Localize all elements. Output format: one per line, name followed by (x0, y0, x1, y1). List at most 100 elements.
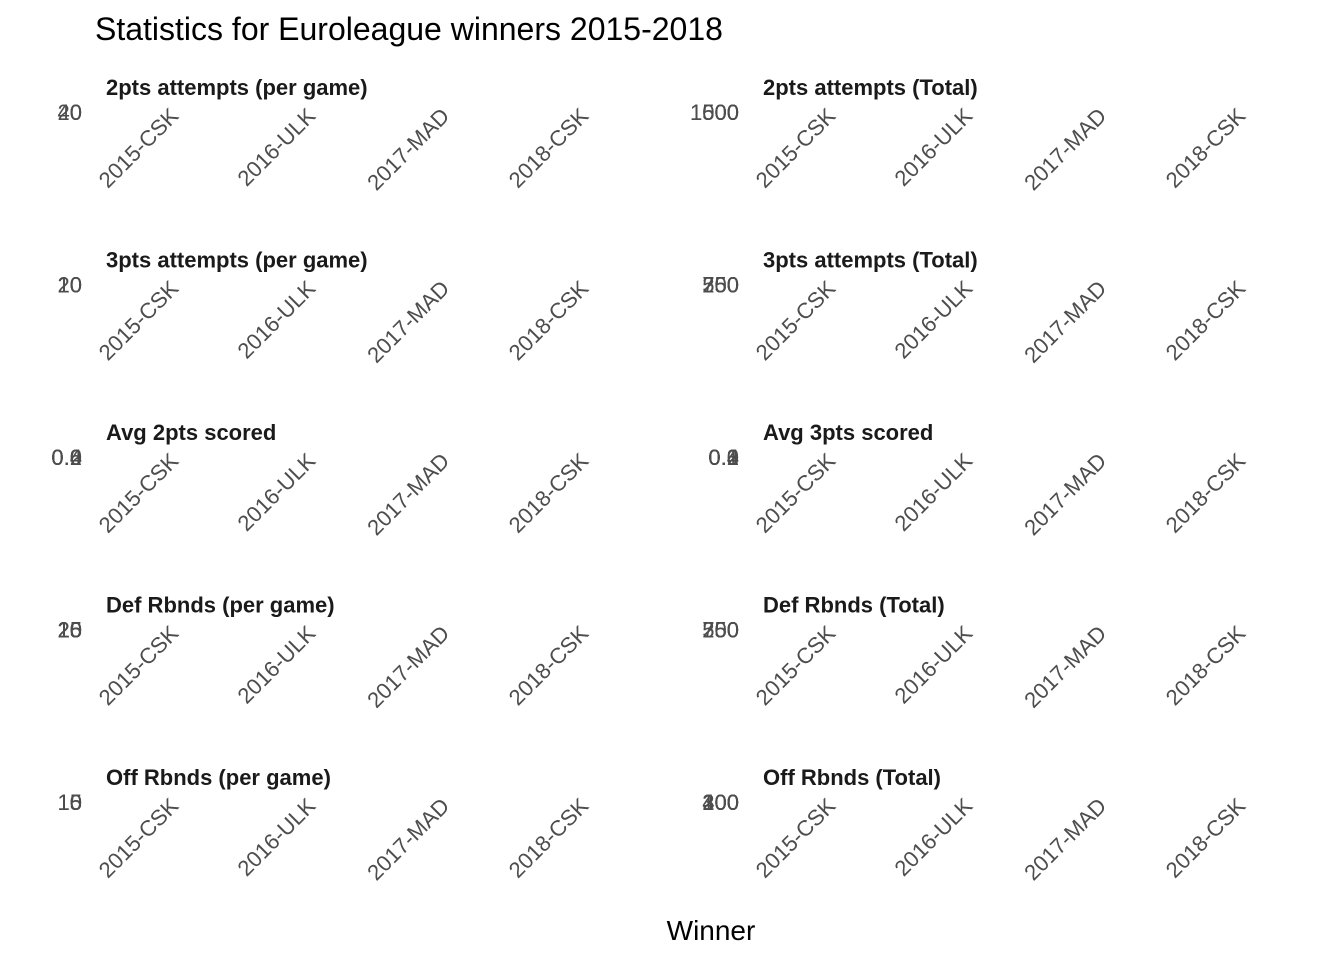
y-tick-label: 0.0 (708, 445, 739, 470)
x-tick-label: 2016-ULK (232, 275, 320, 363)
y-tick-label: 20 (58, 273, 82, 298)
x-tick-label: 2017-MAD (362, 276, 454, 368)
chart-title: Statistics for Euroleague winners 2015-2… (95, 11, 723, 47)
x-tick-label: 2017-MAD (362, 103, 454, 195)
y-tick-label: 0 (70, 790, 82, 815)
panel-title: Off Rbnds (per game) (106, 765, 331, 790)
y-tick-label: 0 (727, 273, 739, 298)
x-tick-label: 2017-MAD (1019, 793, 1111, 885)
y-tick-label: 10 (58, 273, 82, 298)
x-tick-label: 2015-CSK (751, 620, 841, 710)
x-tick-label: 2017-MAD (362, 621, 454, 713)
panel-title: Avg 3pts scored (763, 420, 933, 445)
y-tick-label: 15 (58, 790, 82, 815)
x-tick-label: 2016-ULK (889, 103, 977, 191)
y-tick-label: 40 (58, 100, 82, 125)
x-tick-label: 2017-MAD (1019, 448, 1111, 540)
y-tick-label: 5 (70, 790, 82, 815)
x-tick-label: 2018-CSK (1161, 793, 1251, 883)
x-tick-label: 2016-ULK (889, 793, 977, 881)
x-tick-label: 2016-ULK (232, 620, 320, 708)
y-tick-label: 0 (70, 273, 82, 298)
y-tick-label: 0 (727, 618, 739, 643)
panel-title: Avg 2pts scored (106, 420, 276, 445)
x-tick-label: 2016-ULK (232, 793, 320, 881)
x-axis-label: Winner (667, 915, 756, 946)
x-tick-label: 2016-ULK (889, 448, 977, 536)
y-tick-label: 20 (58, 618, 82, 643)
x-tick-label: 2018-CSK (1161, 620, 1251, 710)
y-tick-label: 400 (702, 790, 739, 815)
y-tick-label: 500 (702, 618, 739, 643)
y-tick-label: 250 (702, 273, 739, 298)
y-tick-label: 300 (702, 790, 739, 815)
y-tick-label: 20 (58, 100, 82, 125)
x-tick-label: 2016-ULK (889, 275, 977, 363)
x-tick-label: 2018-CSK (1161, 448, 1251, 538)
x-tick-label: 2015-CSK (751, 448, 841, 538)
x-tick-label: 2015-CSK (751, 793, 841, 883)
y-tick-label: 100 (702, 790, 739, 815)
x-tick-label: 2017-MAD (1019, 621, 1111, 713)
panel-title: Def Rbnds (Total) (763, 593, 945, 618)
y-tick-label: 500 (702, 273, 739, 298)
x-tick-label: 2017-MAD (1019, 276, 1111, 368)
x-tick-label: 2015-CSK (751, 103, 841, 193)
x-tick-label: 2015-CSK (94, 275, 184, 365)
y-tick-label: 15 (58, 618, 82, 643)
panel-title: 3pts attempts (Total) (763, 248, 978, 273)
y-tick-label: 5 (70, 618, 82, 643)
x-tick-label: 2018-CSK (504, 793, 594, 883)
y-tick-label: 0.0 (51, 445, 82, 470)
x-tick-label: 2017-MAD (362, 793, 454, 885)
panel-title: 2pts attempts (Total) (763, 75, 978, 100)
y-tick-label: 0.4 (51, 445, 82, 470)
x-tick-label: 2018-CSK (1161, 103, 1251, 193)
panel-title: Def Rbnds (per game) (106, 593, 335, 618)
x-tick-label: 2015-CSK (94, 448, 184, 538)
x-tick-label: 2018-CSK (504, 275, 594, 365)
x-tick-label: 2016-ULK (232, 103, 320, 191)
y-tick-label: 0.4 (708, 445, 739, 470)
y-tick-label: 750 (702, 618, 739, 643)
y-tick-label: 0.2 (708, 445, 739, 470)
panel-title: 3pts attempts (per game) (106, 248, 368, 273)
y-tick-label: 1000 (690, 100, 739, 125)
y-tick-label: 0.1 (708, 445, 739, 470)
x-tick-label: 2018-CSK (504, 103, 594, 193)
facet-panel: Avg 2pts scored 0.60.40.20.0 2015-CSK 2016-… (51, 420, 593, 540)
y-tick-label: 0.3 (708, 445, 739, 470)
x-tick-label: 2018-CSK (504, 448, 594, 538)
x-tick-label: 2015-CSK (94, 793, 184, 883)
y-tick-label: 1500 (690, 100, 739, 125)
y-tick-label: 0 (727, 790, 739, 815)
panel-title: Off Rbnds (Total) (763, 765, 941, 790)
x-tick-label: 2015-CSK (94, 620, 184, 710)
y-tick-label: 500 (702, 100, 739, 125)
panel-title: 2pts attempts (per game) (106, 75, 368, 100)
x-tick-label: 2018-CSK (504, 620, 594, 710)
y-tick-label: 250 (702, 618, 739, 643)
x-tick-label: 2016-ULK (889, 620, 977, 708)
x-tick-label: 2016-ULK (232, 448, 320, 536)
y-tick-label: 25 (58, 618, 82, 643)
x-tick-label: 2017-MAD (362, 448, 454, 540)
y-tick-label: 0 (727, 100, 739, 125)
y-tick-label: 0 (70, 618, 82, 643)
y-tick-label: 200 (702, 790, 739, 815)
y-tick-label: 0.2 (51, 445, 82, 470)
x-tick-label: 2018-CSK (1161, 275, 1251, 365)
y-tick-label: 10 (58, 618, 82, 643)
y-tick-label: 0.6 (51, 445, 82, 470)
x-tick-label: 2015-CSK (94, 103, 184, 193)
